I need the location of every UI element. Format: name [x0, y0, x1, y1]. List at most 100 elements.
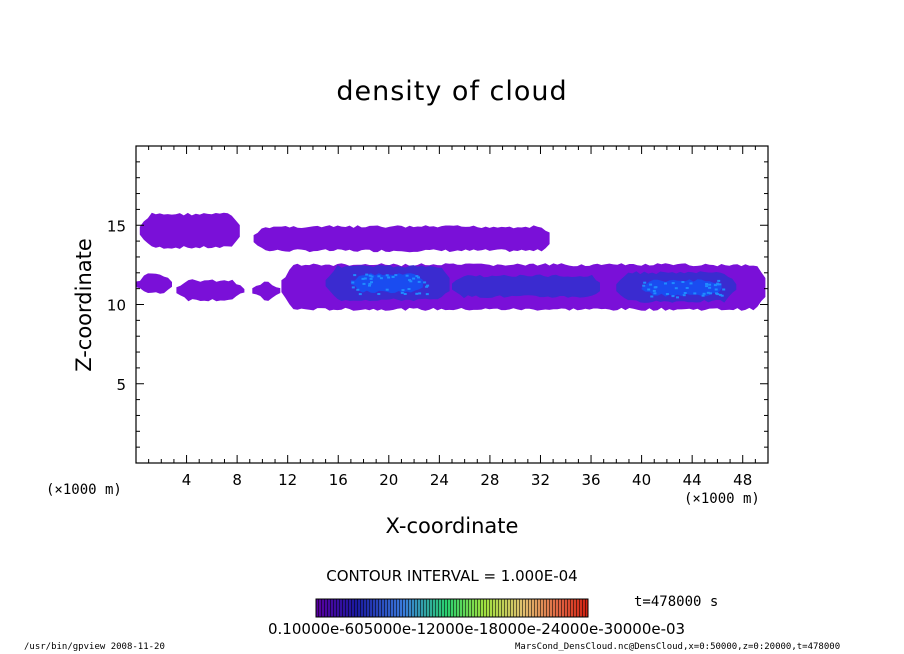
cloud-region-mid-8: [452, 274, 600, 299]
cloud-peak-dot: [720, 294, 724, 297]
y-axis-ticks: 5 10 15: [107, 145, 768, 464]
cloud-peak-dot: [353, 274, 357, 277]
cloud-peak-dot: [361, 277, 365, 280]
cloud-peak-dot: [702, 292, 706, 295]
cloud-peak-dot: [385, 288, 389, 291]
cloud-peak-dot: [370, 275, 374, 278]
cloud-peak-dot: [708, 283, 712, 286]
cloud-peak-dot: [708, 286, 712, 289]
cloud-peak-dot: [407, 288, 411, 290]
cloud-peak-dot: [705, 285, 709, 288]
cloud-peak-dot: [365, 273, 369, 276]
cloud-peak-dot: [379, 277, 383, 280]
cloud-peak-dot: [425, 285, 429, 288]
cloud-peak-dot: [394, 274, 398, 277]
cloud-peak-dot: [718, 283, 722, 286]
cloud-peak-dot: [423, 281, 427, 284]
cloud-peak-dot: [682, 294, 686, 297]
cloud-peak-dot: [671, 295, 675, 298]
cloud-peak-dot: [643, 281, 647, 284]
cloud-peak-dot: [385, 274, 389, 277]
cloud-peak-dot: [654, 286, 658, 289]
cloud-peak-dot: [714, 288, 718, 291]
cloud-region-low-4: [252, 281, 281, 301]
cloud-peak-dot: [426, 284, 430, 287]
x-axis-unit-right: (×1000 m): [684, 491, 760, 507]
y-axis-label: Z-coordinate: [72, 238, 96, 372]
cloud-peak-dot: [417, 276, 420, 279]
x-tick-label: 44: [683, 471, 702, 489]
cloud-peak-dot: [689, 282, 693, 285]
cloud-peak-dot: [400, 291, 404, 294]
cloud-peak-dot: [415, 292, 419, 295]
cloud-peak-dot: [403, 293, 407, 295]
cloud-peak-dot: [653, 292, 657, 295]
cloud-peak-dot: [671, 282, 675, 285]
cloud-peak-dot: [650, 295, 654, 298]
cloud-peak-dot: [705, 283, 709, 285]
cloud-peak-dot: [722, 288, 726, 291]
cloud-region-high-10: [641, 279, 722, 297]
cloud-peak-dot: [368, 284, 371, 287]
cloud-peak-dot: [681, 281, 685, 283]
cloud-region-low-0: [139, 212, 240, 249]
cloud-region-low-3: [176, 279, 245, 302]
x-tick-label: 36: [581, 471, 600, 489]
cloud-peak-dot: [391, 276, 395, 278]
y-tick-label: 10: [107, 297, 126, 315]
x-tick-label: 8: [232, 471, 242, 489]
cloud-peak-dot: [368, 274, 372, 277]
cloud-peak-dot: [685, 287, 689, 289]
x-axis-ticks: 4 8 12 16 20 24 28 32 36 40 44 48: [135, 146, 769, 489]
cloud-peak-dot: [408, 279, 412, 282]
cloud-peak-dot: [418, 292, 422, 295]
cloud-region-low-1: [253, 225, 550, 253]
cloud-peak-dot: [683, 292, 687, 294]
cloud-peak-dot: [358, 293, 362, 296]
x-tick-label: 4: [182, 471, 192, 489]
cloud-peak-dot: [693, 292, 697, 295]
cloud-peak-dot: [417, 280, 421, 283]
colorbar-stripes: [316, 599, 588, 617]
cloud-peak-dot: [716, 283, 720, 286]
y-tick-label: 15: [107, 217, 126, 235]
cloud-peak-dot: [351, 286, 355, 289]
cloud-peak-dot: [368, 282, 372, 285]
cloud-peak-dot: [401, 289, 405, 292]
cloud-peak-dot: [363, 277, 367, 280]
cloud-peak-dot: [425, 293, 429, 296]
x-tick-label: 20: [379, 471, 398, 489]
cloud-region-high-7: [350, 273, 423, 294]
cloud-peak-dot: [706, 291, 710, 294]
x-tick-label: 24: [430, 471, 449, 489]
cloud-peak-dot: [387, 276, 391, 279]
cloud-peak-dot: [647, 288, 651, 291]
y-tick-label: 5: [116, 376, 126, 394]
cloud-peak-dot: [412, 277, 416, 280]
x-axis-label: X-coordinate: [385, 514, 519, 538]
cloud-peak-dot: [377, 275, 381, 278]
x-tick-label: 12: [278, 471, 297, 489]
cloud-peak-dot: [652, 289, 656, 292]
cloud-peak-dot: [665, 293, 669, 295]
cloud-peak-dot: [370, 281, 373, 284]
cloud-peak-dot: [415, 275, 419, 278]
time-label: t=478000 s: [634, 594, 719, 610]
colorbar-frame: [315, 598, 589, 618]
cloud-peak-dot: [715, 292, 718, 295]
cloud-peak-dot: [674, 287, 678, 290]
cloud-density-regions: [136, 212, 766, 311]
cloud-peak-dot: [351, 281, 355, 284]
x-tick-label: 16: [329, 471, 348, 489]
x-tick-label: 48: [733, 471, 752, 489]
cloud-peak-dot: [642, 284, 646, 287]
footer-command: /usr/bin/gpview 2008-11-20: [24, 642, 165, 652]
cloud-peak-dot: [405, 274, 409, 277]
cloud-peak-dot: [664, 282, 667, 285]
cloud-peak-dot: [356, 288, 360, 291]
chart-title: density of cloud: [336, 76, 568, 107]
colorbar-tick-labels: 0.10000e-605000e-12000e-18000e-24000e-30…: [268, 620, 686, 638]
x-tick-label: 32: [531, 471, 550, 489]
cloud-peak-dot: [713, 284, 717, 287]
